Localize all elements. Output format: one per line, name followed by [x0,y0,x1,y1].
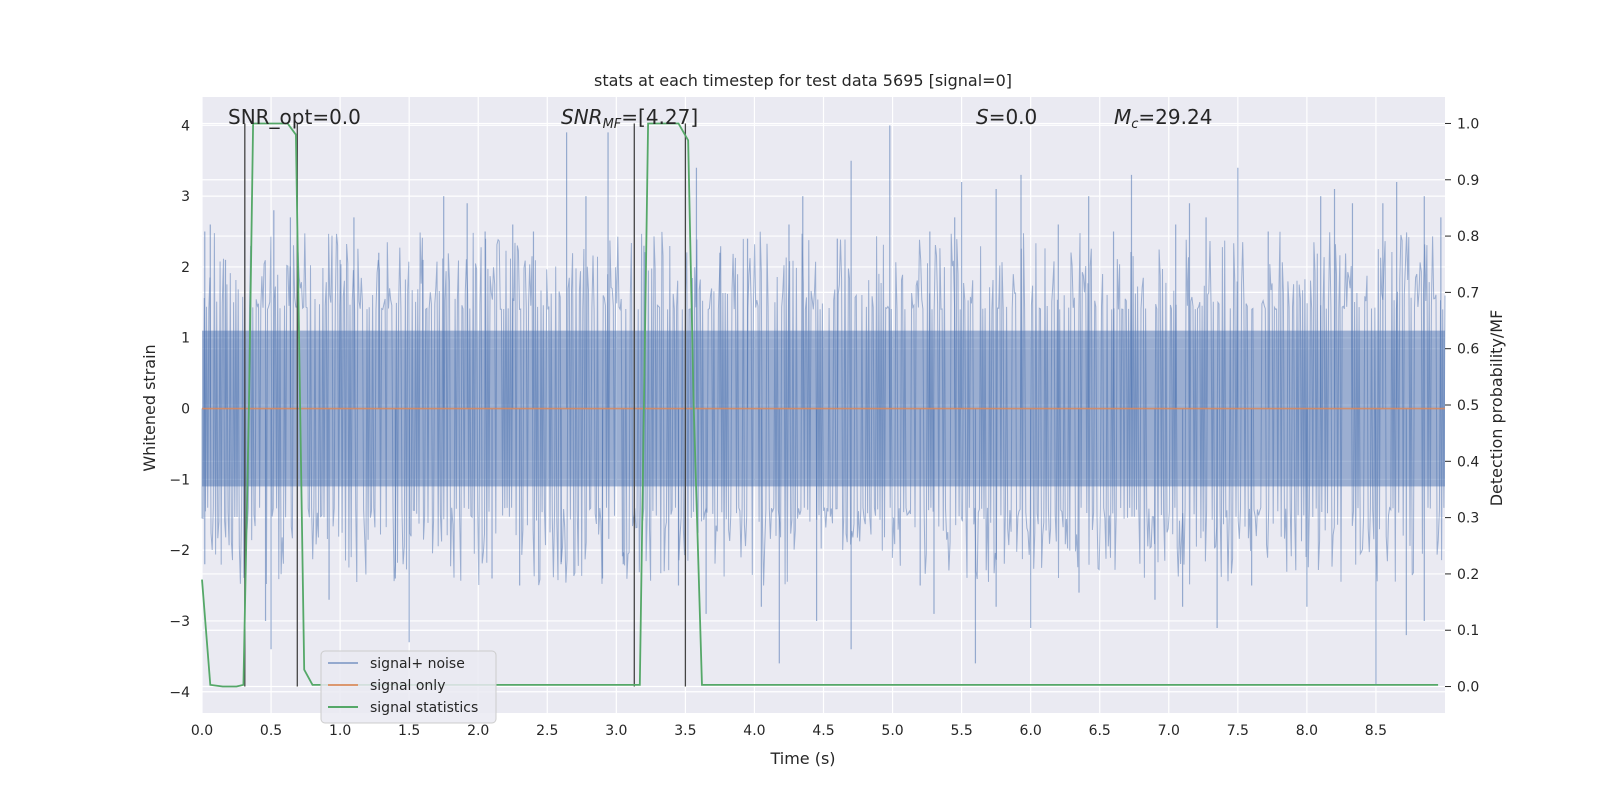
x-tick-label: 4.0 [743,723,765,739]
legend-label-signal: signal only [370,678,445,694]
x-tick-label: 0.5 [260,723,282,739]
y-right-tick-label: 0.0 [1457,680,1479,696]
y-right-tick-label: 0.7 [1457,285,1479,301]
y-right-tick-label: 0.3 [1457,511,1479,527]
x-tick-label: 8.0 [1296,723,1318,739]
annotation-s: S=0.0 [976,105,1037,129]
y-right-axis-ticks: 0.0 0.1 0.2 0.3 0.4 0.5 0.6 0.7 0.8 0.9 1.0 [1445,116,1479,696]
y-axis-label: Whitened strain [140,344,159,471]
annotation-snr-mf-value: =[4.27] [621,105,698,129]
x-tick-label: 7.5 [1227,723,1249,739]
annotation-snr-mf-base: SNR [561,105,603,129]
x-tick-label: 2.5 [536,723,558,739]
y-right-tick-label: 0.8 [1457,229,1479,245]
x-tick-label: 3.0 [605,723,627,739]
x-tick-label: 6.5 [1089,723,1111,739]
annotation-mc-value: =29.24 [1138,105,1212,129]
y-right-tick-label: 0.2 [1457,567,1479,583]
y-right-tick-label: 0.9 [1457,173,1479,189]
y-tick-label: 2 [181,260,190,276]
y-right-tick-label: 0.4 [1457,454,1479,470]
legend: signal+ noise signal only signal statist… [320,650,497,724]
x-tick-label: 7.0 [1158,723,1180,739]
y-tick-label: 4 [181,118,190,134]
annotation-snr-mf: SNRMF=[4.27] [561,105,698,132]
legend-label-stats: signal statistics [370,700,478,716]
stats-series [201,122,1439,688]
x-tick-label: 0.0 [191,723,213,739]
x-tick-label: 5.5 [950,723,972,739]
y-right-tick-label: 0.6 [1457,342,1479,358]
y-tick-label: 1 [181,331,190,347]
y-right-tick-label: 0.1 [1457,623,1479,639]
y-right-tick-label: 0.5 [1457,398,1479,414]
x-tick-label: 8.5 [1365,723,1387,739]
y-tick-label: −1 [169,472,190,488]
y-right-axis-label: Detection probability/MF [1487,310,1506,507]
annotation-mc-sub: c [1131,117,1138,132]
stats-line [201,122,1439,688]
y-tick-label: 0 [181,402,190,418]
y-tick-label: −2 [169,543,190,559]
y-tick-label: −4 [169,685,190,701]
x-tick-label: 3.5 [674,723,696,739]
x-tick-label: 5.0 [881,723,903,739]
x-tick-label: 4.5 [812,723,834,739]
annotation-s-value: =0.0 [989,105,1038,129]
chart-title: stats at each timestep for test data 569… [594,71,1012,90]
x-tick-label: 2.0 [467,723,489,739]
y-right-tick-label: 1.0 [1457,116,1479,132]
x-tick-label: 6.0 [1020,723,1042,739]
annotation-snr-opt: SNR_opt=0.0 [228,105,361,129]
x-axis-label: Time (s) [769,749,835,768]
x-axis-ticks: 0.0 0.5 1.0 1.5 2.0 2.5 3.0 3.5 4.0 4.5 5.0 5.5 6.0 6… [191,723,1387,739]
x-tick-label: 1.5 [398,723,420,739]
legend-box [320,650,497,724]
y-tick-label: −3 [169,614,190,630]
annotation-snr-mf-sub: MF [603,117,622,132]
x-tick-label: 1.0 [329,723,351,739]
y-tick-label: 3 [181,189,190,205]
annotation-mc: Mc=29.24 [1114,105,1212,132]
annotation-s-symbol: S [976,105,989,129]
legend-label-noise: signal+ noise [370,656,465,672]
y-axis-ticks: −4 −3 −2 −1 0 1 2 3 4 [169,118,190,700]
annotation-mc-symbol: M [1114,105,1131,129]
